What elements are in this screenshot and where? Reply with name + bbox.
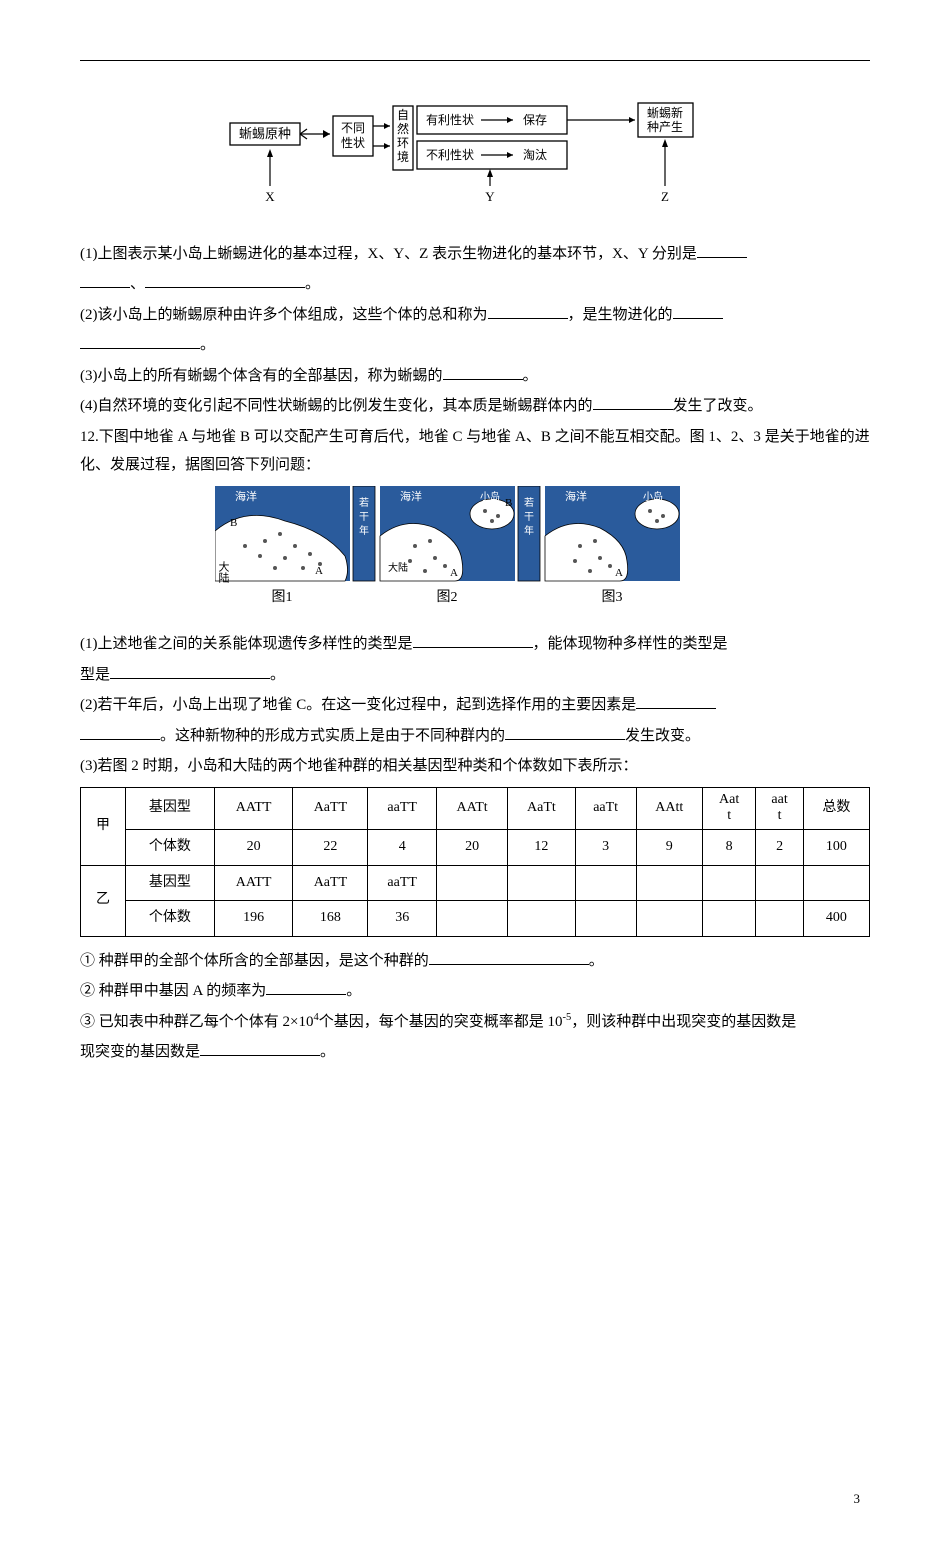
svg-text:海洋: 海洋 [400,489,422,503]
svg-text:A: A [450,567,458,579]
table-row: 个体数 196 168 36 400 [81,901,870,937]
q12-sub1: ① 种群甲的全部个体所含的全部基因，是这个种群的。 [80,947,870,976]
blank[interactable] [110,663,270,679]
d1-x: X [265,189,275,204]
svg-text:A: A [315,565,323,577]
svg-text:自: 自 [397,108,409,122]
blank[interactable] [697,242,747,258]
table-row: 甲 基因型 AATT AaTT aaTT AATt AaTt aaTt AAtt… [81,787,870,830]
svg-text:年: 年 [359,524,369,537]
svg-text:海洋: 海洋 [235,489,257,503]
blank[interactable] [673,303,723,319]
top-rule [80,60,870,61]
th-genotype: 基因型 [126,787,215,830]
d1-y: Y [485,189,495,204]
svg-text:干: 干 [524,512,534,523]
d1-bot-l: 不利性状 [426,148,474,162]
svg-text:蜥蜴新: 蜥蜴新 [647,105,683,120]
q12-2: (2)若干年后，小岛上出现了地雀 C。在这一变化过程中，起到选择作用的主要因素是 [80,691,870,720]
q11-1b: 、。 [80,270,870,299]
blank[interactable] [593,394,673,410]
q11-3: (3)小岛上的所有蜥蜴个体含有的全部基因，称为蜥蜴的。 [80,362,870,391]
q12-2b: 。这种新物种的形成方式实质上是由于不同种群内的发生改变。 [80,722,870,751]
diagram-2: .sea{fill:#2a5b9c} .land{fill:#fff;strok… [80,486,870,627]
svg-text:若: 若 [359,496,369,509]
blank[interactable] [505,724,625,740]
svg-text:大陆: 大陆 [217,559,230,582]
blank[interactable] [488,303,568,319]
svg-text:然: 然 [397,121,409,136]
svg-text:小岛: 小岛 [480,490,500,503]
svg-text:年: 年 [524,524,534,537]
svg-text:大陆: 大陆 [388,561,408,574]
svg-text:海洋: 海洋 [565,489,587,503]
svg-text:B: B [505,497,512,509]
q12-intro: 12.下图中地雀 A 与地雀 B 可以交配产生可育后代，地雀 C 与地雀 A、B… [80,423,870,480]
blank[interactable] [413,632,533,648]
svg-text:若: 若 [524,496,534,509]
svg-text:A: A [615,567,623,579]
genotype-table: 甲 基因型 AATT AaTT aaTT AATt AaTt aaTt AAtt… [80,787,870,937]
blank[interactable] [266,979,346,995]
page-number: 3 [80,1487,870,1512]
q11-2: (2)该小岛上的蜥蜴原种由许多个体组成，这些个体的总和称为，是生物进化的 [80,301,870,330]
q12-1b: 型是。 [80,661,870,690]
table-row: 乙 基因型 AATT AaTT aaTT [81,865,870,901]
q12-sub3b: 现突变的基因数是。 [80,1038,870,1067]
blank[interactable] [429,949,589,965]
blank[interactable] [200,1040,320,1056]
q12-1: (1)上述地雀之间的关系能体现遗传多样性的类型是，能体现物种多样性的类型是 [80,630,870,659]
svg-text:小岛: 小岛 [643,490,663,503]
svg-text:图2: 图2 [437,590,458,605]
svg-text:图1: 图1 [272,590,293,605]
d1-z: Z [661,189,669,204]
blank[interactable] [80,333,200,349]
svg-text:环: 环 [397,136,409,150]
q12-sub3: ③ 已知表中种群乙每个个体有 2×104个基因，每个基因的突变概率都是 10-5… [80,1008,870,1037]
svg-text:干: 干 [359,512,369,523]
svg-text:种产生: 种产生 [647,120,683,134]
th-count: 个体数 [126,830,215,866]
diagram-1-svg: .bx{fill:#fff;stroke:#000;stroke-width:1… [225,91,725,211]
q11-4: (4)自然环境的变化引起不同性状蜥蜴的比例发生变化，其本质是蜥蜴群体内的发生了改… [80,392,870,421]
blank[interactable] [443,364,523,380]
d1-top-l: 有利性状 [426,113,474,127]
blank[interactable] [80,724,160,740]
diagram-2-svg: .sea{fill:#2a5b9c} .land{fill:#fff;strok… [215,486,735,616]
q12-3: (3)若图 2 时期，小岛和大陆的两个地雀种群的相关基因型种类和个体数如下表所示… [80,752,870,781]
row-yi: 乙 [81,865,126,936]
table-row: 个体数 20 22 4 20 12 3 9 8 2 100 [81,830,870,866]
q11-2b: 。 [80,331,870,360]
d1-top-r: 保存 [523,113,547,127]
svg-text:不同: 不同 [341,121,365,135]
svg-text:境: 境 [397,149,409,164]
d1-bot-r: 淘汰 [523,148,547,162]
svg-text:图3: 图3 [602,590,623,605]
row-jia: 甲 [81,787,126,865]
d1-left: 蜥蜴原种 [239,126,291,141]
th-total: 总数 [803,787,869,830]
blank[interactable] [80,272,130,288]
blank[interactable] [636,693,716,709]
svg-text:性状: 性状 [341,136,365,150]
diagram-1: .bx{fill:#fff;stroke:#000;stroke-width:1… [80,91,870,222]
blank[interactable] [145,272,305,288]
q12-sub2: ② 种群甲中基因 A 的频率为。 [80,977,870,1006]
q11-1: (1)上图表示某小岛上蜥蜴进化的基本过程，X、Y、Z 表示生物进化的基本环节，X… [80,240,870,269]
svg-text:B: B [230,517,237,529]
